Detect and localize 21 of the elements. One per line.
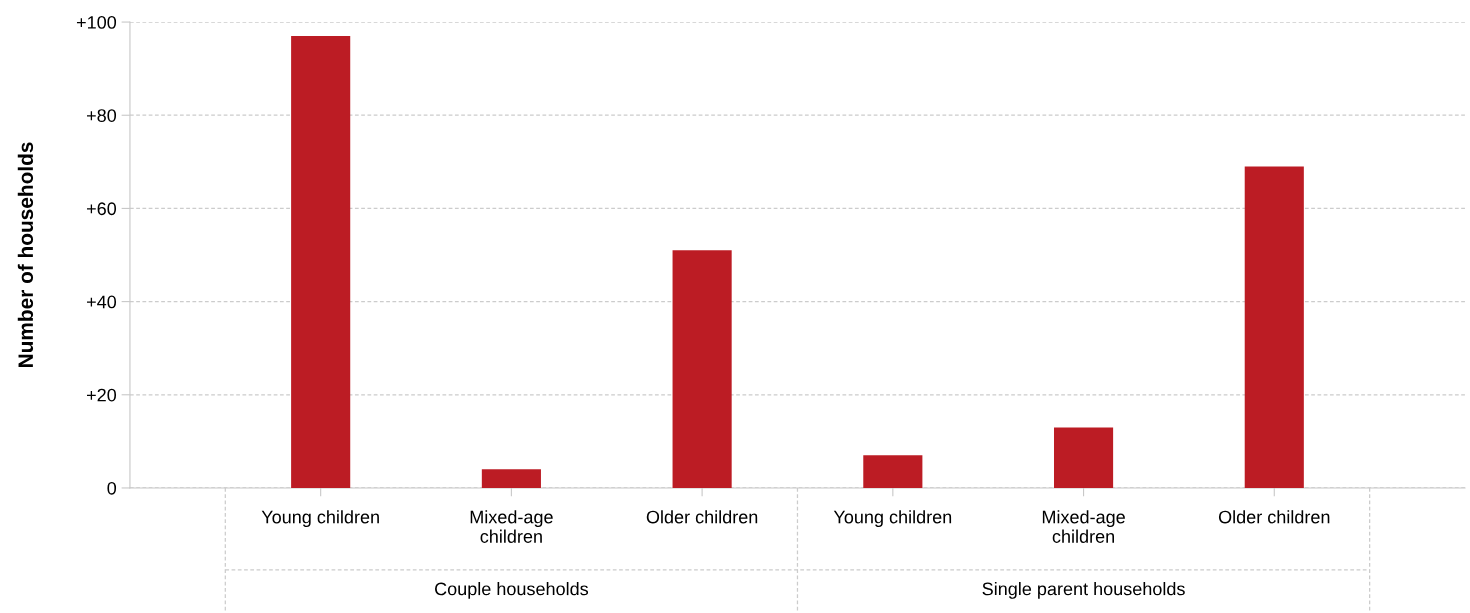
bar bbox=[1244, 166, 1304, 488]
x-tick-label: Mixed-age children bbox=[1042, 510, 1125, 543]
y-tick-label: +80 bbox=[87, 109, 117, 122]
bar bbox=[672, 250, 732, 488]
x-tick-label: Older children bbox=[1218, 510, 1330, 524]
bar bbox=[1054, 427, 1114, 488]
bar bbox=[291, 36, 351, 488]
y-tick-label: +20 bbox=[87, 388, 117, 402]
x-tick-label: Young children bbox=[261, 510, 379, 527]
bar bbox=[481, 469, 541, 488]
y-tick-label: +100 bbox=[76, 16, 117, 29]
y-axis-title: Number of households bbox=[17, 142, 34, 368]
x-tick-label: Mixed-age children bbox=[470, 510, 553, 543]
x-tick-label: Older children bbox=[646, 510, 758, 524]
bar bbox=[863, 455, 923, 488]
x-tick-label: Young children bbox=[833, 510, 952, 527]
y-tick-label: +40 bbox=[87, 295, 117, 309]
text: Single parent households bbox=[982, 582, 1185, 599]
y-tick-label: +60 bbox=[87, 202, 117, 216]
y-tick-label: 0 bbox=[107, 481, 117, 495]
text: Couple households bbox=[435, 582, 589, 599]
